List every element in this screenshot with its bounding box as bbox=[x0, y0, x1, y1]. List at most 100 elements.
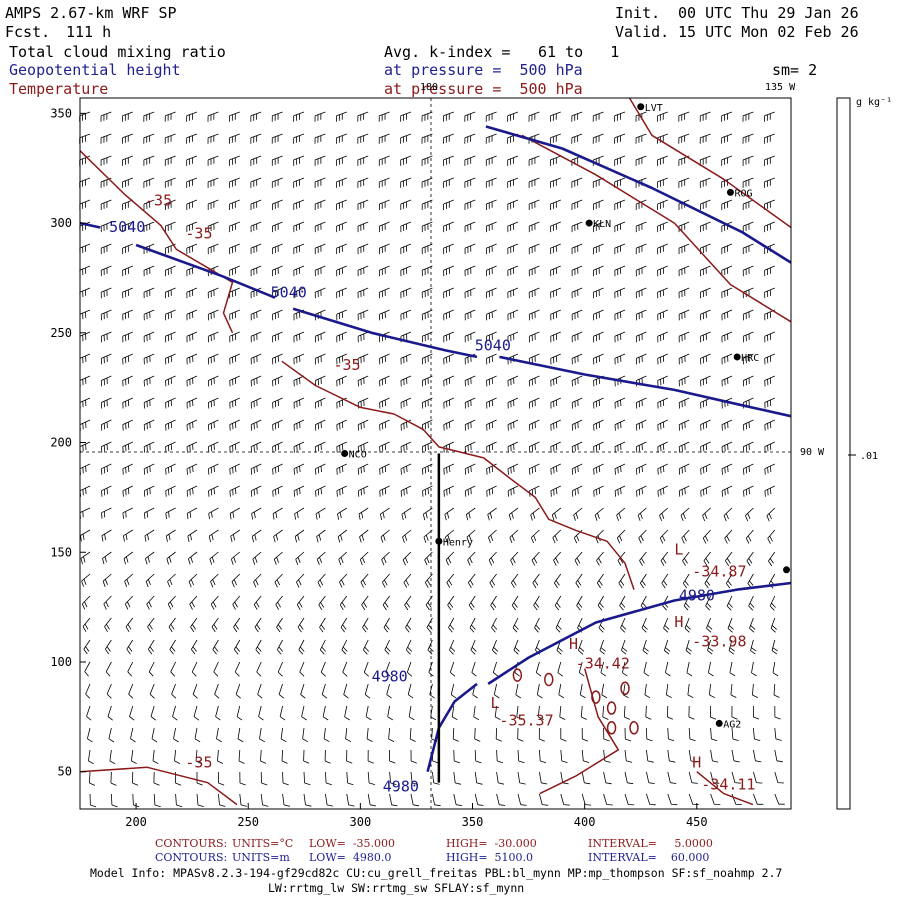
wind-barb bbox=[143, 265, 155, 277]
wind-barb bbox=[207, 309, 219, 321]
wind-barb bbox=[550, 463, 561, 475]
wind-barb bbox=[470, 639, 477, 655]
wind-barb bbox=[277, 661, 283, 677]
wind-barb bbox=[345, 727, 352, 743]
wind-barb bbox=[212, 639, 219, 655]
wind-barb bbox=[511, 595, 519, 611]
height-contour-label: 4980 bbox=[372, 668, 408, 686]
wind-barb bbox=[486, 485, 497, 497]
wind-barb bbox=[405, 617, 412, 633]
wind-barb bbox=[486, 419, 497, 431]
wind-barb bbox=[250, 353, 262, 365]
wind-barb bbox=[207, 221, 219, 233]
wind-barb bbox=[314, 111, 326, 122]
wind-barb bbox=[443, 155, 454, 166]
wind-barb bbox=[443, 199, 454, 210]
wind-barb bbox=[367, 793, 377, 807]
wind-barb bbox=[486, 309, 497, 321]
wind-barb bbox=[388, 727, 395, 742]
wind-barb bbox=[555, 617, 562, 633]
temperature-contour-label: H bbox=[674, 613, 683, 631]
wind-barb bbox=[493, 683, 500, 699]
wind-barb bbox=[453, 749, 461, 764]
wind-barb bbox=[657, 441, 668, 453]
station-label: ROG bbox=[734, 188, 752, 199]
wind-barb bbox=[294, 529, 305, 543]
wind-barb bbox=[293, 155, 305, 166]
wind-barb bbox=[424, 573, 433, 588]
wind-barb bbox=[79, 353, 91, 365]
wind-barb bbox=[745, 529, 754, 544]
wind-barb bbox=[346, 793, 355, 807]
wind-barb bbox=[764, 221, 775, 233]
wind-barb bbox=[321, 683, 328, 699]
wind-barb bbox=[529, 397, 540, 409]
wind-barb bbox=[164, 177, 176, 188]
wind-barb bbox=[494, 705, 501, 721]
wind-barb bbox=[400, 309, 412, 321]
wind-barb bbox=[229, 485, 240, 497]
height-contour bbox=[499, 355, 792, 418]
wind-barb bbox=[105, 661, 112, 677]
wind-barb bbox=[721, 265, 733, 277]
wind-barb bbox=[109, 749, 116, 765]
wind-barb bbox=[752, 683, 758, 698]
wind-barb bbox=[250, 265, 262, 277]
wind-barb bbox=[593, 243, 604, 255]
wind-barb bbox=[453, 793, 463, 806]
wind-barb bbox=[421, 199, 433, 210]
wind-barb bbox=[359, 551, 369, 566]
wind-barb bbox=[175, 793, 183, 808]
wind-barb bbox=[272, 287, 283, 299]
wind-barb bbox=[507, 331, 519, 343]
wind-barb bbox=[410, 749, 417, 764]
height-contours bbox=[79, 125, 792, 783]
wind-barb bbox=[400, 463, 412, 475]
wind-barb bbox=[464, 133, 476, 144]
wind-barb bbox=[323, 727, 330, 743]
wind-barb bbox=[667, 771, 677, 784]
wind-barb bbox=[79, 177, 91, 188]
wind-barb bbox=[594, 507, 604, 521]
wind-barb bbox=[532, 573, 540, 589]
wind-barb bbox=[614, 221, 626, 233]
wind-barb bbox=[293, 177, 305, 188]
wind-barb bbox=[678, 463, 690, 475]
wind-barb bbox=[449, 639, 456, 655]
wind-barb bbox=[256, 661, 262, 677]
wind-barb bbox=[207, 331, 219, 343]
wind-barb bbox=[635, 353, 647, 365]
wind-barb bbox=[209, 551, 219, 565]
wind-barb bbox=[646, 749, 654, 763]
wind-barb bbox=[531, 551, 540, 566]
wind-barb bbox=[657, 265, 668, 277]
wind-barb bbox=[400, 111, 412, 122]
wind-barb bbox=[271, 111, 283, 122]
wind-barb bbox=[362, 617, 369, 633]
wind-barb bbox=[485, 111, 497, 122]
wind-barb bbox=[767, 529, 776, 544]
wind-barb bbox=[443, 375, 454, 387]
wind-barb bbox=[657, 287, 668, 299]
wind-barb bbox=[486, 331, 497, 343]
y-tick-label: 100 bbox=[50, 655, 72, 669]
wind-barb bbox=[665, 661, 671, 677]
wind-barb bbox=[700, 309, 711, 321]
wind-barb bbox=[336, 419, 347, 431]
wind-barb bbox=[250, 309, 262, 321]
wind-barb bbox=[143, 133, 155, 144]
wind-barb bbox=[100, 177, 112, 188]
wind-barb bbox=[186, 375, 198, 387]
wind-barb bbox=[464, 155, 476, 166]
wind-barb bbox=[272, 441, 283, 453]
wind-barb bbox=[357, 485, 369, 497]
wind-barb bbox=[580, 705, 587, 720]
wind-barb bbox=[143, 243, 155, 255]
wind-barb bbox=[145, 551, 155, 565]
temp-interval: INTERVAL= 5.0000 bbox=[588, 837, 713, 850]
wind-barb bbox=[534, 617, 541, 633]
wind-barb bbox=[688, 771, 698, 784]
wind-barb bbox=[593, 375, 604, 387]
wind-barb bbox=[592, 177, 604, 188]
wind-barb bbox=[614, 111, 626, 122]
